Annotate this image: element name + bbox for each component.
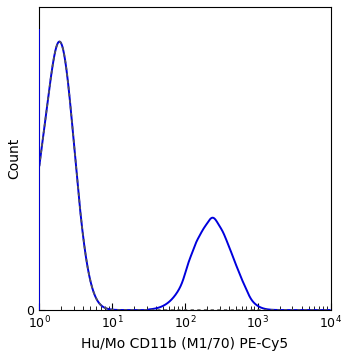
Y-axis label: Count: Count <box>7 138 21 179</box>
X-axis label: Hu/Mo CD11b (M1/70) PE-Cy5: Hu/Mo CD11b (M1/70) PE-Cy5 <box>81 337 289 351</box>
